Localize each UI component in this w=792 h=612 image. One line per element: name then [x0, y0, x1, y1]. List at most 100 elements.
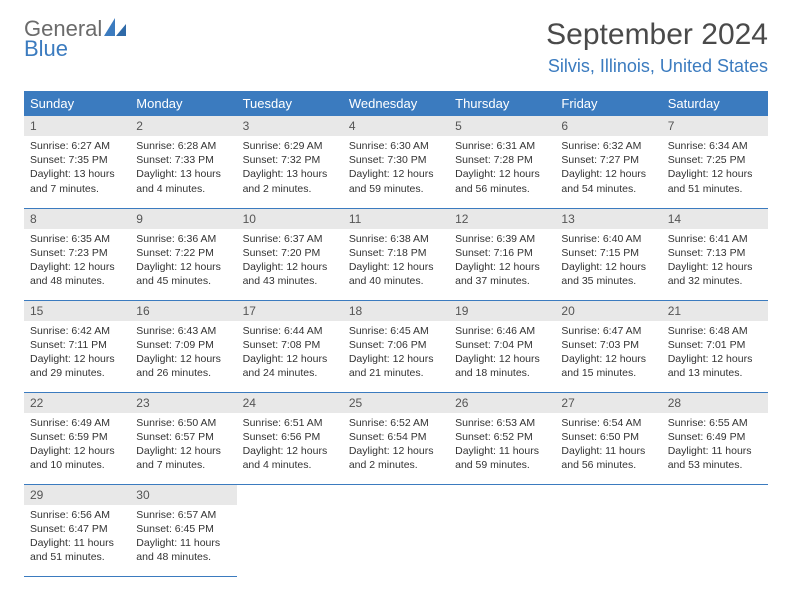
calendar-day-cell: 10Sunrise: 6:37 AMSunset: 7:20 PMDayligh…: [237, 208, 343, 300]
calendar-day-cell: 28Sunrise: 6:55 AMSunset: 6:49 PMDayligh…: [662, 392, 768, 484]
day-details: Sunrise: 6:46 AMSunset: 7:04 PMDaylight:…: [449, 321, 555, 386]
calendar-table: SundayMondayTuesdayWednesdayThursdayFrid…: [24, 91, 768, 577]
calendar-day-cell: 26Sunrise: 6:53 AMSunset: 6:52 PMDayligh…: [449, 392, 555, 484]
day-number: 5: [449, 116, 555, 136]
day-details: Sunrise: 6:55 AMSunset: 6:49 PMDaylight:…: [662, 413, 768, 478]
day-number: 14: [662, 209, 768, 229]
title-block: September 2024 Silvis, Illinois, United …: [546, 18, 768, 77]
calendar-week-row: 29Sunrise: 6:56 AMSunset: 6:47 PMDayligh…: [24, 484, 768, 576]
calendar-day-cell: 14Sunrise: 6:41 AMSunset: 7:13 PMDayligh…: [662, 208, 768, 300]
day-details: Sunrise: 6:47 AMSunset: 7:03 PMDaylight:…: [555, 321, 661, 386]
calendar-week-row: 15Sunrise: 6:42 AMSunset: 7:11 PMDayligh…: [24, 300, 768, 392]
day-details: Sunrise: 6:37 AMSunset: 7:20 PMDaylight:…: [237, 229, 343, 294]
day-number: 17: [237, 301, 343, 321]
day-details: Sunrise: 6:35 AMSunset: 7:23 PMDaylight:…: [24, 229, 130, 294]
day-number: 29: [24, 485, 130, 505]
calendar-body: 1Sunrise: 6:27 AMSunset: 7:35 PMDaylight…: [24, 116, 768, 576]
day-number: 25: [343, 393, 449, 413]
day-number: 7: [662, 116, 768, 136]
day-details: Sunrise: 6:40 AMSunset: 7:15 PMDaylight:…: [555, 229, 661, 294]
weekday-header: Sunday: [24, 91, 130, 116]
day-details: Sunrise: 6:44 AMSunset: 7:08 PMDaylight:…: [237, 321, 343, 386]
day-details: Sunrise: 6:42 AMSunset: 7:11 PMDaylight:…: [24, 321, 130, 386]
day-details: Sunrise: 6:29 AMSunset: 7:32 PMDaylight:…: [237, 136, 343, 201]
day-number: 8: [24, 209, 130, 229]
calendar-day-cell: 18Sunrise: 6:45 AMSunset: 7:06 PMDayligh…: [343, 300, 449, 392]
calendar-day-cell: 13Sunrise: 6:40 AMSunset: 7:15 PMDayligh…: [555, 208, 661, 300]
calendar-day-cell: 2Sunrise: 6:28 AMSunset: 7:33 PMDaylight…: [130, 116, 236, 208]
day-number: 9: [130, 209, 236, 229]
day-details: Sunrise: 6:56 AMSunset: 6:47 PMDaylight:…: [24, 505, 130, 570]
calendar-day-cell: 4Sunrise: 6:30 AMSunset: 7:30 PMDaylight…: [343, 116, 449, 208]
day-details: Sunrise: 6:39 AMSunset: 7:16 PMDaylight:…: [449, 229, 555, 294]
calendar-day-cell: 22Sunrise: 6:49 AMSunset: 6:59 PMDayligh…: [24, 392, 130, 484]
calendar-day-cell: 27Sunrise: 6:54 AMSunset: 6:50 PMDayligh…: [555, 392, 661, 484]
day-number: 28: [662, 393, 768, 413]
day-number: 23: [130, 393, 236, 413]
day-number: 26: [449, 393, 555, 413]
day-details: Sunrise: 6:54 AMSunset: 6:50 PMDaylight:…: [555, 413, 661, 478]
calendar-day-cell: 29Sunrise: 6:56 AMSunset: 6:47 PMDayligh…: [24, 484, 130, 576]
day-number: 6: [555, 116, 661, 136]
logo: General Blue: [24, 18, 126, 60]
day-number: 13: [555, 209, 661, 229]
day-details: Sunrise: 6:32 AMSunset: 7:27 PMDaylight:…: [555, 136, 661, 201]
calendar-day-cell: 11Sunrise: 6:38 AMSunset: 7:18 PMDayligh…: [343, 208, 449, 300]
day-number: 10: [237, 209, 343, 229]
day-number: 1: [24, 116, 130, 136]
calendar-day-cell: 19Sunrise: 6:46 AMSunset: 7:04 PMDayligh…: [449, 300, 555, 392]
calendar-day-cell: [343, 484, 449, 576]
day-details: Sunrise: 6:49 AMSunset: 6:59 PMDaylight:…: [24, 413, 130, 478]
calendar-day-cell: 1Sunrise: 6:27 AMSunset: 7:35 PMDaylight…: [24, 116, 130, 208]
calendar-day-cell: [555, 484, 661, 576]
day-number: 16: [130, 301, 236, 321]
day-number: 4: [343, 116, 449, 136]
calendar-day-cell: [662, 484, 768, 576]
day-number: 18: [343, 301, 449, 321]
weekday-header: Tuesday: [237, 91, 343, 116]
day-details: Sunrise: 6:38 AMSunset: 7:18 PMDaylight:…: [343, 229, 449, 294]
day-number: 22: [24, 393, 130, 413]
day-number: 3: [237, 116, 343, 136]
day-details: Sunrise: 6:31 AMSunset: 7:28 PMDaylight:…: [449, 136, 555, 201]
day-details: Sunrise: 6:36 AMSunset: 7:22 PMDaylight:…: [130, 229, 236, 294]
day-number: 24: [237, 393, 343, 413]
day-number: 11: [343, 209, 449, 229]
month-title: September 2024: [546, 18, 768, 52]
day-details: Sunrise: 6:50 AMSunset: 6:57 PMDaylight:…: [130, 413, 236, 478]
day-details: Sunrise: 6:51 AMSunset: 6:56 PMDaylight:…: [237, 413, 343, 478]
calendar-day-cell: 3Sunrise: 6:29 AMSunset: 7:32 PMDaylight…: [237, 116, 343, 208]
weekday-header-row: SundayMondayTuesdayWednesdayThursdayFrid…: [24, 91, 768, 116]
day-details: Sunrise: 6:45 AMSunset: 7:06 PMDaylight:…: [343, 321, 449, 386]
calendar-day-cell: 25Sunrise: 6:52 AMSunset: 6:54 PMDayligh…: [343, 392, 449, 484]
calendar-day-cell: 17Sunrise: 6:44 AMSunset: 7:08 PMDayligh…: [237, 300, 343, 392]
day-details: Sunrise: 6:28 AMSunset: 7:33 PMDaylight:…: [130, 136, 236, 201]
day-number: 27: [555, 393, 661, 413]
calendar-day-cell: 21Sunrise: 6:48 AMSunset: 7:01 PMDayligh…: [662, 300, 768, 392]
day-number: 2: [130, 116, 236, 136]
day-details: Sunrise: 6:34 AMSunset: 7:25 PMDaylight:…: [662, 136, 768, 201]
weekday-header: Monday: [130, 91, 236, 116]
calendar-day-cell: 20Sunrise: 6:47 AMSunset: 7:03 PMDayligh…: [555, 300, 661, 392]
calendar-week-row: 1Sunrise: 6:27 AMSunset: 7:35 PMDaylight…: [24, 116, 768, 208]
day-number: 12: [449, 209, 555, 229]
location: Silvis, Illinois, United States: [546, 56, 768, 77]
calendar-day-cell: [237, 484, 343, 576]
calendar-day-cell: 24Sunrise: 6:51 AMSunset: 6:56 PMDayligh…: [237, 392, 343, 484]
day-number: 19: [449, 301, 555, 321]
calendar-day-cell: 23Sunrise: 6:50 AMSunset: 6:57 PMDayligh…: [130, 392, 236, 484]
day-number: 15: [24, 301, 130, 321]
calendar-day-cell: 12Sunrise: 6:39 AMSunset: 7:16 PMDayligh…: [449, 208, 555, 300]
weekday-header: Thursday: [449, 91, 555, 116]
calendar-day-cell: 8Sunrise: 6:35 AMSunset: 7:23 PMDaylight…: [24, 208, 130, 300]
day-number: 21: [662, 301, 768, 321]
day-details: Sunrise: 6:52 AMSunset: 6:54 PMDaylight:…: [343, 413, 449, 478]
day-details: Sunrise: 6:57 AMSunset: 6:45 PMDaylight:…: [130, 505, 236, 570]
weekday-header: Friday: [555, 91, 661, 116]
calendar-day-cell: 5Sunrise: 6:31 AMSunset: 7:28 PMDaylight…: [449, 116, 555, 208]
day-details: Sunrise: 6:27 AMSunset: 7:35 PMDaylight:…: [24, 136, 130, 201]
calendar-week-row: 22Sunrise: 6:49 AMSunset: 6:59 PMDayligh…: [24, 392, 768, 484]
day-number: 30: [130, 485, 236, 505]
calendar-day-cell: 6Sunrise: 6:32 AMSunset: 7:27 PMDaylight…: [555, 116, 661, 208]
calendar-day-cell: 15Sunrise: 6:42 AMSunset: 7:11 PMDayligh…: [24, 300, 130, 392]
